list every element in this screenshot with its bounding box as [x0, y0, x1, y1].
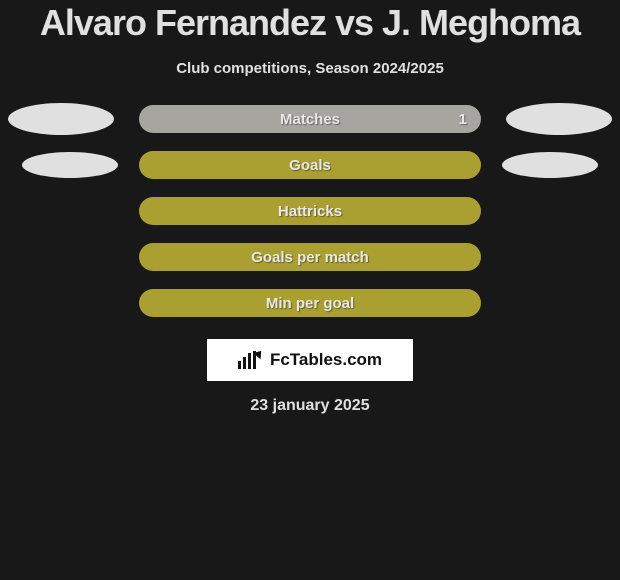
player-left-marker	[22, 152, 118, 178]
stat-label: Goals	[139, 157, 481, 174]
stat-row-goals: Goals	[0, 151, 620, 179]
stat-row-min-per-goal: Min per goal	[0, 289, 620, 317]
page-title: Alvaro Fernandez vs J. Meghoma	[40, 2, 580, 44]
logo-text: FcTables.com	[270, 350, 382, 370]
stats-area: Matches 1 Goals Hattricks Goals per matc…	[0, 105, 620, 317]
stat-bar-goals: Goals	[139, 151, 481, 179]
stat-bar-min-per-goal: Min per goal	[139, 289, 481, 317]
logo-box: FcTables.com	[207, 339, 413, 381]
stat-label: Min per goal	[139, 295, 481, 312]
stat-bar-hattricks: Hattricks	[139, 197, 481, 225]
stat-row-matches: Matches 1	[0, 105, 620, 133]
chart-icon	[238, 351, 264, 369]
stat-bar-matches: Matches 1	[139, 105, 481, 133]
page-subtitle: Club competitions, Season 2024/2025	[176, 60, 444, 77]
footer-date: 23 january 2025	[250, 397, 369, 415]
stat-row-hattricks: Hattricks	[0, 197, 620, 225]
stat-label: Goals per match	[139, 249, 481, 266]
player-left-marker	[8, 103, 114, 135]
player-right-marker	[506, 103, 612, 135]
stat-row-goals-per-match: Goals per match	[0, 243, 620, 271]
stat-bar-goals-per-match: Goals per match	[139, 243, 481, 271]
player-right-marker	[502, 152, 598, 178]
main-container: Alvaro Fernandez vs J. Meghoma Club comp…	[0, 0, 620, 415]
stat-label: Hattricks	[139, 203, 481, 220]
stat-value-right: 1	[459, 111, 467, 128]
stat-label: Matches	[139, 111, 481, 128]
